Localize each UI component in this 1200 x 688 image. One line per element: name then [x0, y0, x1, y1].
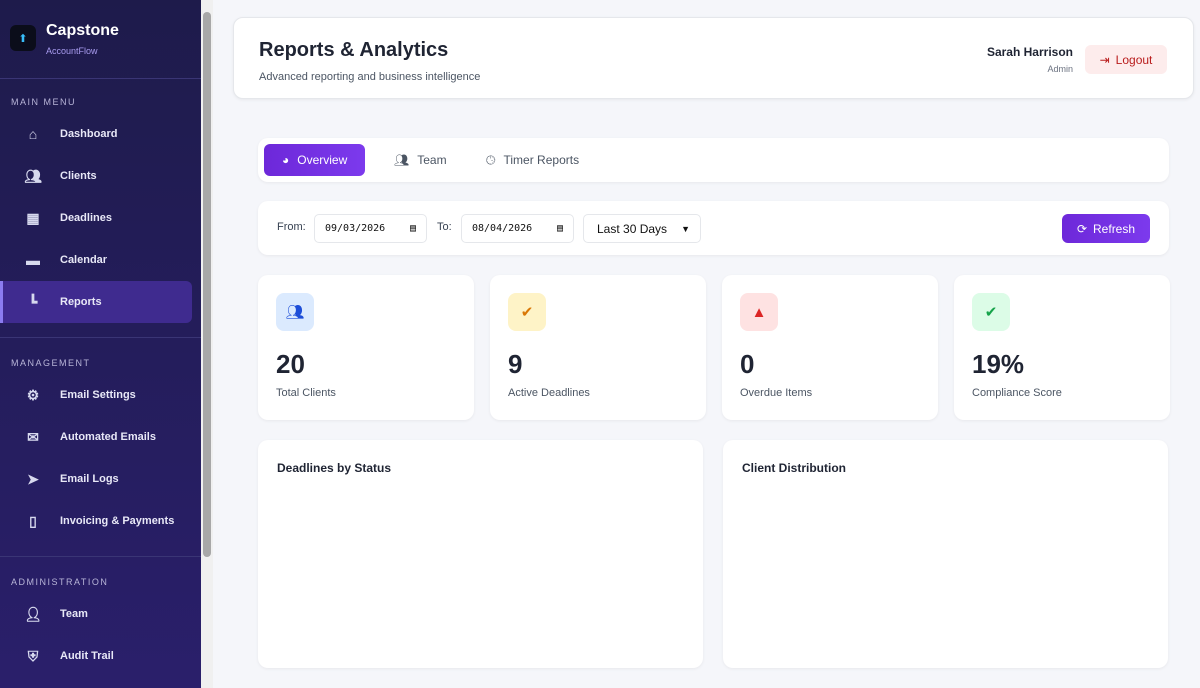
sidebar-divider [0, 337, 201, 338]
calendar-icon[interactable]: ▤ [556, 223, 563, 234]
pie-chart-icon: ◕ [282, 153, 290, 167]
sidebar-item-automated-emails[interactable]: ✉ Automated Emails [0, 416, 192, 458]
to-label: To: [437, 221, 452, 233]
invoice-icon: ▯ [29, 512, 37, 529]
page-title: Reports & Analytics [259, 39, 449, 61]
stat-card-active-deadlines: ✔ 9 Active Deadlines [490, 275, 706, 420]
tab-team[interactable]: 👥︎ Team [376, 144, 465, 176]
brand: ⬆ Capstone AccountFlow [0, 0, 201, 79]
users-icon: 👥︎ [24, 167, 42, 184]
home-icon: ⌂ [28, 126, 38, 142]
chevron-down-icon: ▼ [681, 223, 690, 234]
from-label: From: [277, 221, 306, 233]
tab-bar: ◕ Overview 👥︎ Team 🕓︎ Timer Reports [258, 138, 1169, 182]
refresh-icon: ⟳ [1076, 221, 1088, 236]
clock-icon: 🕓︎ [486, 152, 496, 167]
page-subtitle: Advanced reporting and business intellig… [259, 71, 481, 83]
date-range-value: Last 30 Days [597, 221, 668, 236]
sidebar-item-label: Deadlines [60, 212, 112, 224]
logo: ⬆ [10, 25, 36, 51]
sidebar-item-calendar[interactable]: ▬ Calendar [0, 239, 192, 281]
sidebar-item-label: Email Logs [60, 473, 119, 485]
tab-label: Timer Reports [503, 153, 580, 167]
sidebar-item-label: Audit Trail [60, 650, 114, 662]
logout-icon: ⇥ [1099, 52, 1110, 67]
scrollbar-thumb[interactable] [203, 12, 211, 557]
tab-overview[interactable]: ◕ Overview [264, 144, 366, 176]
users-icon: 👥︎ [276, 293, 314, 331]
stat-value: 0 [740, 349, 755, 379]
user-name: Sarah Harrison [986, 45, 1073, 59]
logout-button[interactable]: ⇥ Logout [1085, 45, 1167, 74]
sidebar-item-audit-trail[interactable]: ⛨ Audit Trail [0, 635, 192, 677]
users-icon: 👥︎ [394, 153, 410, 167]
envelope-icon: ✉ [27, 428, 39, 445]
brand-subtitle: AccountFlow [46, 46, 98, 56]
stat-value: 9 [508, 349, 523, 379]
stat-card-total-clients: 👥︎ 20 Total Clients [258, 275, 474, 420]
chart-title: Client Distribution [742, 461, 846, 475]
chart-icon: ┗ [28, 293, 38, 310]
sidebar-item-label: Team [60, 608, 88, 620]
stat-label: Total Clients [276, 387, 336, 399]
calendar-grid-icon: ▦ [26, 209, 40, 226]
stat-label: Overdue Items [740, 387, 813, 399]
calendar-check-icon: ✔ [508, 293, 546, 331]
user-icon: 👤︎ [24, 605, 42, 622]
warning-icon: ▲ [740, 293, 778, 331]
user-role: Admin [1047, 64, 1073, 74]
filter-bar: From: 09/03/2026 ▤ To: 08/04/2026 ▤ Last 3… [258, 201, 1169, 255]
sidebar-scrollbar[interactable] [201, 0, 213, 688]
refresh-button[interactable]: ⟳ Refresh [1062, 214, 1150, 243]
stat-value: 20 [276, 349, 305, 379]
sidebar-section-title: ADMINISTRATION [11, 577, 109, 587]
sidebar-item-label: Reports [60, 296, 102, 308]
chart-title: Deadlines by Status [277, 461, 392, 475]
sidebar-item-email-settings[interactable]: ⚙ Email Settings [0, 374, 192, 416]
sidebar-item-reports[interactable]: ┗ Reports [0, 281, 192, 323]
shield-icon: ⛨ [27, 647, 39, 664]
refresh-label: Refresh [1093, 221, 1136, 236]
user-info: Sarah Harrison Admin [987, 45, 1073, 74]
stat-label: Compliance Score [972, 387, 1062, 399]
sidebar-item-dashboard[interactable]: ⌂ Dashboard [0, 113, 192, 155]
sidebar-section-title: MAIN MENU [11, 97, 76, 107]
from-date-input[interactable]: 09/03/2026 ▤ [314, 214, 427, 243]
calendar-icon: ▬ [26, 252, 40, 268]
from-date-value: 09/03/2026 [325, 223, 386, 234]
deadlines-by-status-chart: Deadlines by Status [258, 440, 703, 668]
client-distribution-chart: Client Distribution [723, 440, 1168, 668]
stat-value: 19% [972, 349, 1025, 379]
sidebar-item-clients[interactable]: 👥︎ Clients [0, 155, 192, 197]
logout-label: Logout [1115, 52, 1153, 67]
sidebar-item-email-logs[interactable]: ➤ Email Logs [0, 458, 192, 500]
page-header: Reports & Analytics Advanced reporting a… [233, 17, 1194, 99]
stat-card-compliance-score: ✔ 19% Compliance Score [954, 275, 1170, 420]
paper-plane-icon: ➤ [27, 470, 39, 487]
stat-card-overdue-items: ▲ 0 Overdue Items [722, 275, 938, 420]
date-range-select[interactable]: Last 30 Days ▼ [583, 214, 701, 243]
tab-label: Team [417, 153, 447, 167]
sidebar-item-label: Automated Emails [60, 431, 156, 443]
gear-icon: ⚙ [26, 386, 40, 403]
to-date-value: 08/04/2026 [472, 223, 533, 234]
brand-title: Capstone [46, 22, 119, 39]
sidebar-section-title: MANAGEMENT [11, 358, 91, 368]
sidebar-item-invoicing-payments[interactable]: ▯ Invoicing & Payments [0, 500, 192, 542]
tab-timer-reports[interactable]: 🕓︎ Timer Reports [468, 144, 597, 176]
sidebar-divider [0, 556, 201, 557]
check-circle-icon: ✔ [972, 293, 1010, 331]
sidebar-item-label: Calendar [60, 254, 108, 266]
sidebar-item-label: Email Settings [60, 389, 136, 401]
sidebar-item-label: Dashboard [60, 128, 118, 140]
calendar-icon[interactable]: ▤ [409, 223, 416, 234]
sidebar-item-label: Clients [60, 170, 97, 182]
sidebar-item-label: Invoicing & Payments [60, 515, 175, 527]
sidebar-item-team[interactable]: 👤︎ Team [0, 593, 192, 635]
stat-label: Active Deadlines [508, 387, 590, 399]
sidebar-item-deadlines[interactable]: ▦ Deadlines [0, 197, 192, 239]
sidebar: ⬆ Capstone AccountFlow MAIN MENU ⌂ Dashboa… [0, 0, 201, 688]
tab-label: Overview [297, 153, 348, 167]
to-date-input[interactable]: 08/04/2026 ▤ [461, 214, 574, 243]
